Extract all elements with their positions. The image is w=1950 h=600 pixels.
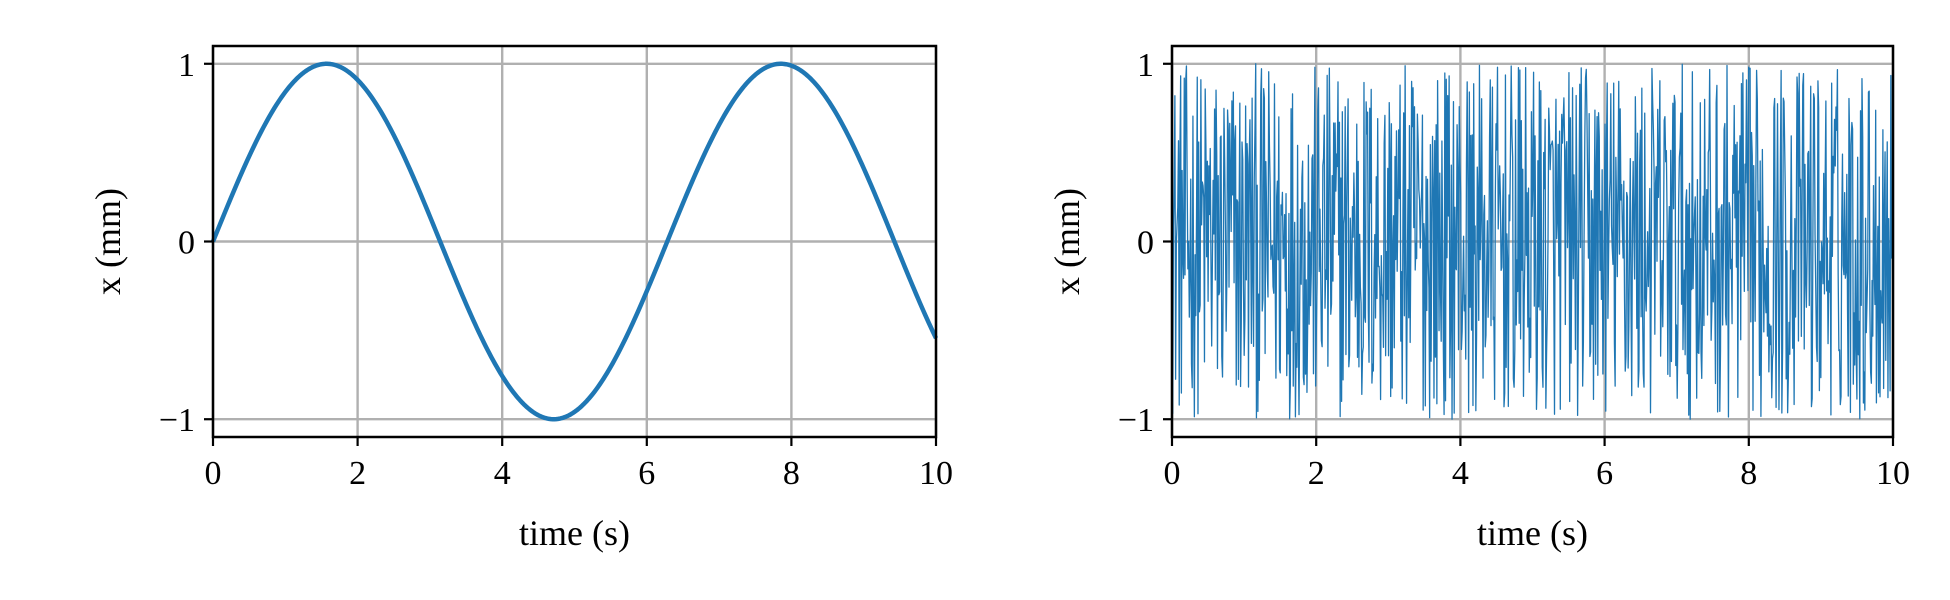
x-tick-label: 2 — [349, 455, 366, 492]
x-tick-label: 4 — [1452, 455, 1469, 492]
x-tick-label: 10 — [1876, 455, 1910, 492]
y-axis-label: x (mm) — [88, 188, 128, 295]
y-tick-label: 1 — [178, 47, 195, 84]
chart-sine: 0 2 4 6 8 10 −1 0 1 time (s) x (mm) — [88, 44, 953, 553]
x-tick-label: 10 — [919, 455, 953, 492]
x-tick-label: 8 — [1740, 455, 1757, 492]
x-tick-label: 8 — [783, 455, 800, 492]
x-tick-label: 2 — [1308, 455, 1325, 492]
y-axis-label: x (mm) — [1047, 188, 1087, 295]
y-tick-label: 1 — [1137, 47, 1154, 84]
x-axis-label: time (s) — [1477, 513, 1588, 553]
series-line-noise — [1171, 63, 1894, 420]
x-axis-label: time (s) — [519, 513, 630, 553]
y-tick-label: −1 — [1118, 402, 1154, 439]
x-tick-label: 0 — [1164, 455, 1181, 492]
x-tick-label: 0 — [205, 455, 222, 492]
x-tick-label: 6 — [638, 455, 655, 492]
y-tick-label: 0 — [1137, 225, 1154, 262]
chart-noise: 0 2 4 6 8 10 −1 0 1 time (s) x (mm) — [1047, 44, 1910, 553]
series-line-sine — [210, 61, 939, 422]
x-tick-label: 6 — [1596, 455, 1613, 492]
y-tick-label: 0 — [178, 225, 195, 262]
y-tick-label: −1 — [159, 402, 195, 439]
x-tick-label: 4 — [494, 455, 511, 492]
